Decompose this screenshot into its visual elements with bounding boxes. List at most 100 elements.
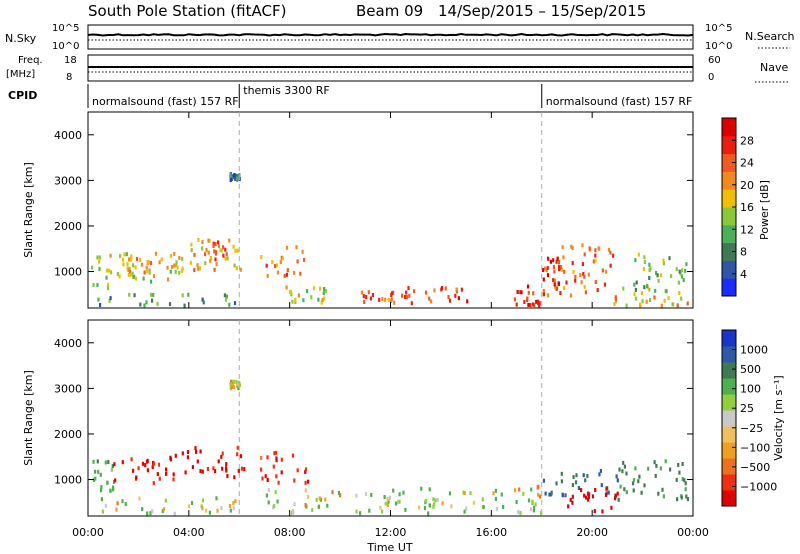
heat-cell (450, 504, 453, 509)
heat-cell (364, 492, 368, 497)
heat-cell (502, 505, 505, 509)
heat-cell (101, 509, 104, 514)
heat-cell (197, 266, 200, 271)
heat-cell (265, 493, 268, 498)
heat-cell (135, 257, 139, 261)
heat-cell (580, 280, 583, 285)
heat-cell (643, 285, 646, 290)
heat-cell (519, 290, 522, 295)
colorbar-swatch (722, 207, 736, 226)
heat-cell (137, 466, 140, 471)
heat-cell (569, 497, 572, 502)
colorbar-swatch (722, 394, 736, 411)
heat-cell (427, 511, 430, 516)
heat-cell (151, 465, 154, 470)
heat-cell (275, 474, 278, 479)
heat-cell (594, 280, 597, 284)
heat-cell (387, 499, 390, 504)
heat-cell (677, 280, 680, 285)
heat-cell (199, 469, 202, 474)
heat-cell (495, 506, 498, 511)
heat-cell (593, 509, 596, 514)
heat-cell (428, 487, 431, 492)
heat-cell (428, 296, 431, 301)
power-y-axis: 1000 2000 3000 4000 (54, 129, 693, 279)
heat-cell (127, 273, 130, 278)
heat-cell (390, 291, 394, 296)
colorbar-swatch (722, 346, 736, 363)
colorbar-tick-label: 1000 (740, 344, 768, 357)
heat-cell (324, 497, 327, 502)
nsearch-tick-high: 10^5 (705, 23, 732, 34)
heat-cell (544, 491, 547, 496)
heat-cell (601, 509, 604, 514)
heat-cell (128, 270, 132, 274)
heat-cell (125, 252, 128, 257)
colorbar-tick-label: 20 (740, 179, 754, 192)
date-range: 14/Sep/2015 – 15/Sep/2015 (438, 2, 646, 20)
heat-cell (265, 263, 268, 268)
heat-cell (609, 263, 612, 268)
heat-cell (238, 177, 241, 182)
heat-cell (233, 385, 236, 390)
heat-cell (235, 176, 239, 181)
heat-cell (190, 501, 194, 505)
heat-cell (492, 491, 495, 496)
heat-cell (191, 465, 194, 470)
heat-cell (570, 244, 573, 249)
heat-cell (96, 459, 99, 464)
heat-cell (520, 290, 523, 295)
heat-cell (293, 502, 296, 507)
heat-cell (234, 499, 237, 504)
heat-cell (618, 467, 621, 472)
colorbar-tick-label: 16 (740, 201, 754, 214)
heat-cell (167, 277, 170, 282)
heat-cell (567, 504, 570, 509)
heat-cell (266, 455, 269, 460)
heat-cell (150, 279, 153, 284)
heat-cell (622, 460, 625, 465)
heat-cell (410, 301, 413, 306)
heat-cell (151, 298, 154, 303)
heat-cell (360, 290, 363, 295)
colorbar-swatch (722, 153, 736, 172)
heat-cell (455, 287, 458, 292)
heat-cell (623, 464, 626, 469)
cpid-segment-label: normalsound (fast) 157 RF (546, 95, 693, 108)
heat-cell (604, 493, 608, 497)
heat-cell (614, 296, 617, 301)
heat-cell (214, 251, 218, 256)
heat-cell (634, 296, 638, 301)
heat-cell (481, 497, 484, 502)
heat-cell (517, 509, 520, 514)
heat-cell (296, 259, 299, 264)
heat-cell (317, 504, 321, 509)
heat-cell (393, 300, 396, 305)
heat-cell (276, 270, 280, 275)
heat-cell (210, 256, 213, 260)
x-tick-label: 16:00 (475, 526, 507, 539)
heat-cell (217, 244, 221, 249)
heat-cell (201, 297, 204, 302)
heat-cell (639, 302, 642, 307)
heat-cell (647, 466, 650, 471)
heat-cell (229, 172, 232, 177)
heat-cell (99, 303, 102, 307)
colorbar-swatch (722, 442, 736, 459)
power-data (91, 172, 689, 308)
heat-cell (234, 248, 237, 253)
heat-cell (387, 298, 390, 302)
heat-cell (273, 451, 276, 456)
heat-cell (655, 271, 658, 275)
heat-cell (536, 485, 539, 490)
heat-cell (668, 256, 671, 261)
heat-cell (381, 509, 384, 514)
heat-cell (617, 497, 620, 502)
heat-cell (190, 248, 193, 253)
heat-cell (239, 454, 243, 459)
heat-cell (156, 301, 159, 306)
heat-cell (542, 277, 545, 282)
heat-cell (205, 508, 208, 513)
heat-cell (418, 505, 421, 510)
heat-cell (383, 495, 386, 499)
